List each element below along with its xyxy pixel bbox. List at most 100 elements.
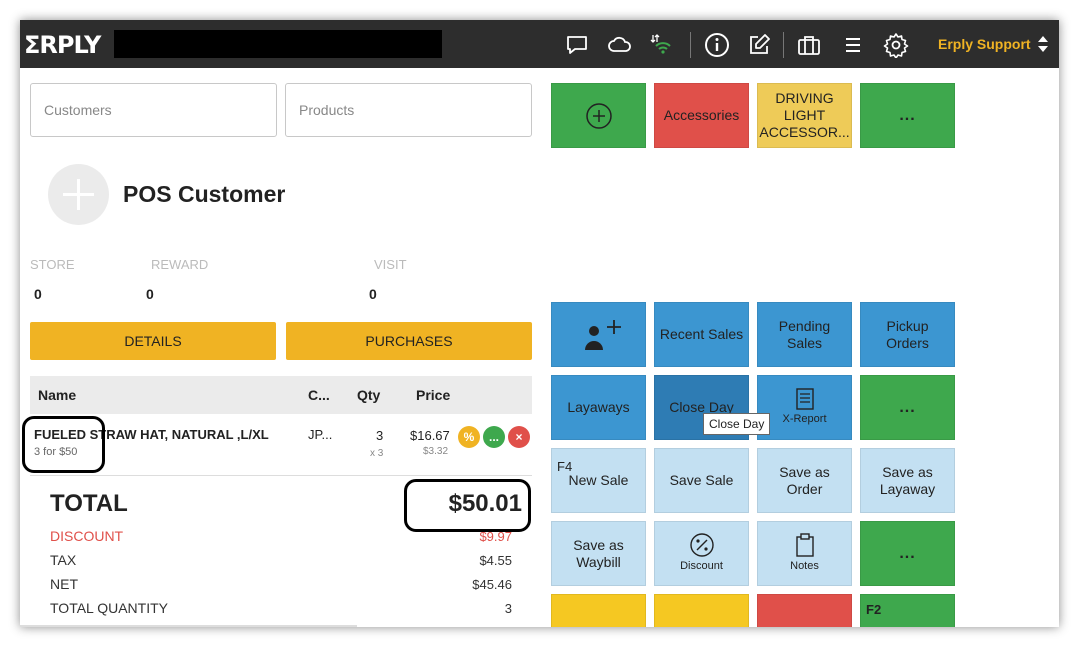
more-label: ... (899, 107, 916, 124)
reward-value: 0 (146, 286, 154, 302)
add-customer-avatar[interactable] (48, 164, 109, 225)
product-code: JP... (308, 427, 333, 442)
customer-name: POS Customer (123, 181, 286, 207)
chat-icon[interactable] (564, 32, 590, 58)
row-remove-button[interactable]: × (508, 426, 530, 448)
save-as-order-label: Save as Order (779, 463, 830, 497)
total-label: TOTAL (50, 490, 128, 517)
pos-window: ΣRPLY Erply Support (20, 20, 1059, 627)
total-quantity-value: 3 (504, 601, 512, 616)
save-as-layaway-tile[interactable]: Save as Layaway (860, 448, 955, 513)
more-groups-tile[interactable]: ... (860, 83, 955, 148)
clipboard-icon (795, 533, 814, 557)
save-as-layaway-label: Save as Layaway (879, 463, 936, 497)
product-name: FUELED STRAW HAT, NATURAL ,L/XL (34, 427, 269, 442)
visit-value: 0 (369, 286, 377, 302)
tax-label: TAX (50, 552, 77, 568)
function-tile[interactable]: F2 (860, 594, 955, 627)
toolbar-divider (783, 32, 784, 58)
add-product-group-tile[interactable] (551, 83, 646, 148)
close-day-label: Close Day (669, 399, 734, 415)
recent-sales-label: Recent Sales (659, 326, 744, 342)
tax-value: $4.55 (479, 553, 512, 568)
visit-label: VISIT (374, 257, 407, 272)
product-qty-sub: x 3 (370, 448, 384, 459)
x-report-label: X-Report (782, 413, 827, 425)
x-report-tile[interactable]: X-Report (757, 375, 852, 440)
pickup-orders-label: Pickup Orders (886, 317, 929, 351)
products-search-input[interactable] (285, 83, 532, 137)
details-button[interactable]: DETAILS (30, 322, 276, 360)
function-tile[interactable] (757, 594, 852, 627)
product-price-sub: $3.32 (423, 446, 449, 457)
save-as-waybill-label: Save as Waybill (573, 536, 624, 570)
layaways-tile[interactable]: Layaways (551, 375, 646, 440)
briefcase-icon[interactable] (796, 32, 822, 58)
pending-sales-tile[interactable]: Pending Sales (757, 302, 852, 367)
toolbar-divider (690, 32, 691, 58)
total-quantity-label: TOTAL QUANTITY (50, 600, 168, 616)
purchases-button[interactable]: PURCHASES (286, 322, 532, 360)
product-qty[interactable]: 3 (376, 428, 384, 443)
annotation-outline (22, 416, 105, 473)
chevron-updown-icon[interactable] (1037, 34, 1049, 54)
row-more-button[interactable]: ... (483, 426, 505, 448)
wifi-signal-icon[interactable] (650, 32, 676, 58)
add-customer-tile[interactable] (551, 302, 646, 367)
menu-icon[interactable] (840, 32, 866, 58)
annotation-outline (404, 479, 531, 532)
product-price[interactable]: $16.67 (410, 428, 450, 443)
save-sale-tile[interactable]: Save Sale (654, 448, 749, 513)
discount-value: $9.97 (479, 529, 512, 544)
top-bar: ΣRPLY Erply Support (20, 20, 1059, 68)
accessories-tile[interactable]: Accessories (654, 83, 749, 148)
percent-icon (689, 533, 714, 557)
function-tile[interactable] (551, 594, 646, 627)
total-value: $50.01 (448, 490, 522, 517)
store-label: STORE (30, 257, 75, 272)
discount-label: DISCOUNT (50, 528, 124, 544)
name-column-header[interactable]: Name (38, 387, 77, 403)
support-user-label[interactable]: Erply Support (938, 36, 1031, 52)
net-label: NET (50, 576, 78, 592)
cloud-icon[interactable] (607, 32, 633, 58)
plus-circle-icon (585, 102, 612, 129)
save-as-waybill-tile[interactable]: Save as Waybill (551, 521, 646, 586)
new-sale-label: New Sale (568, 472, 629, 488)
close-day-tooltip: Close Day (703, 413, 771, 435)
more-label: ... (899, 399, 916, 416)
save-as-order-tile[interactable]: Save as Order (757, 448, 852, 513)
layaways-label: Layaways (567, 399, 630, 415)
discount-tile[interactable]: Discount (654, 521, 749, 586)
add-person-icon (584, 319, 621, 350)
gear-icon[interactable] (883, 32, 909, 59)
table-row[interactable]: FUELED STRAW HAT, NATURAL ,L/XL 3 for $5… (30, 414, 532, 476)
reward-label: REWARD (151, 257, 209, 272)
save-sale-label: Save Sale (669, 472, 734, 488)
pending-sales-label: Pending Sales (778, 317, 831, 351)
more-label: ... (899, 545, 916, 562)
row-discount-button[interactable]: % (458, 426, 480, 448)
new-sale-tile[interactable]: F4 New Sale (551, 448, 646, 513)
cart-table-header: Name C... Qty Price (30, 376, 532, 414)
notes-tile[interactable]: Notes (757, 521, 852, 586)
customers-search-input[interactable] (30, 83, 277, 137)
driving-light-tile[interactable]: DRIVING LIGHT ACCESSOR... (757, 83, 852, 148)
edit-icon[interactable] (746, 32, 772, 58)
promo-text: 3 for $50 (34, 446, 78, 458)
function-tile[interactable] (654, 594, 749, 627)
pickup-orders-tile[interactable]: Pickup Orders (860, 302, 955, 367)
more-actions-tile[interactable]: ... (860, 375, 955, 440)
store-value: 0 (34, 286, 42, 302)
plus-icon (63, 179, 94, 210)
qty-column-header[interactable]: Qty (357, 387, 381, 403)
erply-logo: ΣRPLY (24, 31, 101, 59)
net-value: $45.46 (472, 577, 512, 592)
recent-sales-tile[interactable]: Recent Sales (654, 302, 749, 367)
redacted-store-name (114, 30, 442, 58)
code-column-header[interactable]: C... (308, 387, 330, 403)
more-sale-actions-tile[interactable]: ... (860, 521, 955, 586)
price-column-header[interactable]: Price (416, 387, 451, 403)
notes-label: Notes (790, 560, 819, 572)
info-icon[interactable] (704, 32, 730, 58)
